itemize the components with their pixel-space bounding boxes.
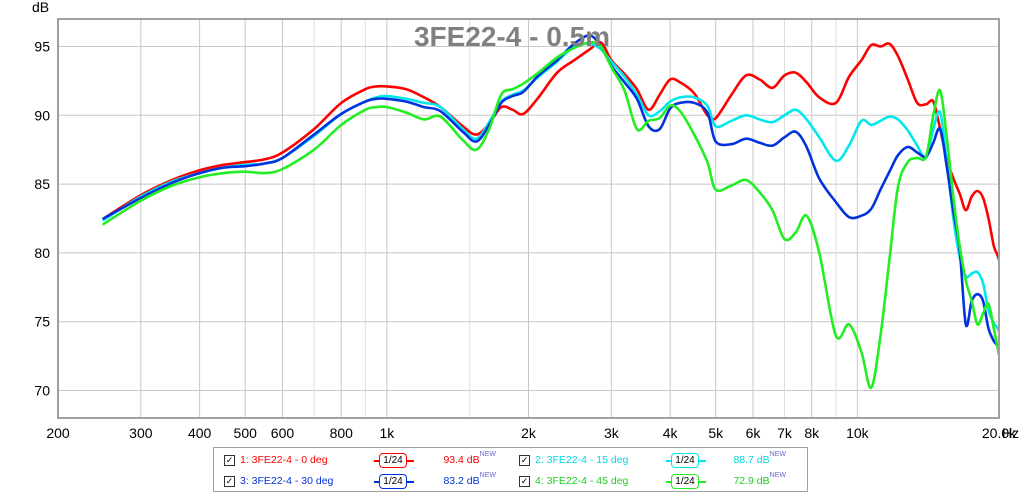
smoothing-button[interactable]: 1/24 <box>379 453 407 468</box>
series-checkbox[interactable]: ✓ <box>224 455 235 466</box>
x-tick-label: 3k <box>604 425 620 441</box>
x-tick-label: 300 <box>129 425 153 441</box>
y-tick-label: 80 <box>34 245 50 261</box>
legend: ✓ 1: 3FE22-4 - 0 deg 1/24 93.4 dBNEW ✓ 2… <box>213 447 808 492</box>
y-tick-label: 85 <box>34 176 50 192</box>
series-line-1 <box>102 40 999 266</box>
x-tick-label: 20.0k <box>982 425 1017 441</box>
series-name: 2: 3FE22-4 - 15 deg <box>535 454 629 466</box>
series-name: 3: 3FE22-4 - 30 deg <box>240 475 334 487</box>
x-tick-label: 400 <box>188 425 212 441</box>
series-checkbox[interactable]: ✓ <box>224 476 235 487</box>
y-tick-label: 75 <box>34 314 50 330</box>
x-tick-label: 1k <box>379 425 395 441</box>
series-value: 88.7 dBNEW <box>733 451 786 466</box>
series-checkbox[interactable]: ✓ <box>519 455 530 466</box>
x-tick-labels: 200 300 400 500 600 800 1k 2k 3k 4k 5k 6k 7k 8k 10k 20.… <box>46 425 1017 441</box>
series-lines <box>102 34 999 390</box>
x-tick-label: 600 <box>271 425 295 441</box>
series-name: 4: 3FE22-4 - 45 deg <box>535 475 629 487</box>
series-value: 93.4 dBNEW <box>443 451 496 466</box>
x-tick-label: 800 <box>330 425 354 441</box>
series-line-4 <box>102 41 999 390</box>
series-checkbox[interactable]: ✓ <box>519 476 530 487</box>
smoothing-button[interactable]: 1/24 <box>671 453 699 468</box>
x-tick-label: 8k <box>804 425 820 441</box>
series-name: 1: 3FE22-4 - 0 deg <box>240 454 328 466</box>
series-value: 83.2 dBNEW <box>443 472 496 487</box>
y-tick-label: 90 <box>34 107 50 123</box>
y-tick-label: 95 <box>34 39 50 55</box>
series-value: 72.9 dBNEW <box>733 472 786 487</box>
smoothing-button[interactable]: 1/24 <box>671 474 699 489</box>
x-tick-label: 7k <box>777 425 793 441</box>
y-tick-labels: 70 75 80 85 90 95 <box>34 39 50 399</box>
smoothing-button[interactable]: 1/24 <box>379 474 407 489</box>
y-axis-label: dB <box>32 0 49 15</box>
x-tick-label: 2k <box>521 425 537 441</box>
x-tick-label: 10k <box>846 425 870 441</box>
series-line-2 <box>102 42 999 337</box>
chart-title: 3FE22-4 - 0.5m <box>414 21 610 52</box>
x-tick-label: 6k <box>746 425 762 441</box>
y-tick-label: 70 <box>34 382 50 398</box>
x-tick-label: 200 <box>46 425 70 441</box>
x-axis-label: Hz <box>1002 425 1019 441</box>
plot-frame <box>57 18 1000 419</box>
series-line-3 <box>102 34 999 359</box>
x-tick-label: 4k <box>663 425 679 441</box>
x-tick-label: 500 <box>234 425 258 441</box>
x-tick-label: 5k <box>708 425 724 441</box>
